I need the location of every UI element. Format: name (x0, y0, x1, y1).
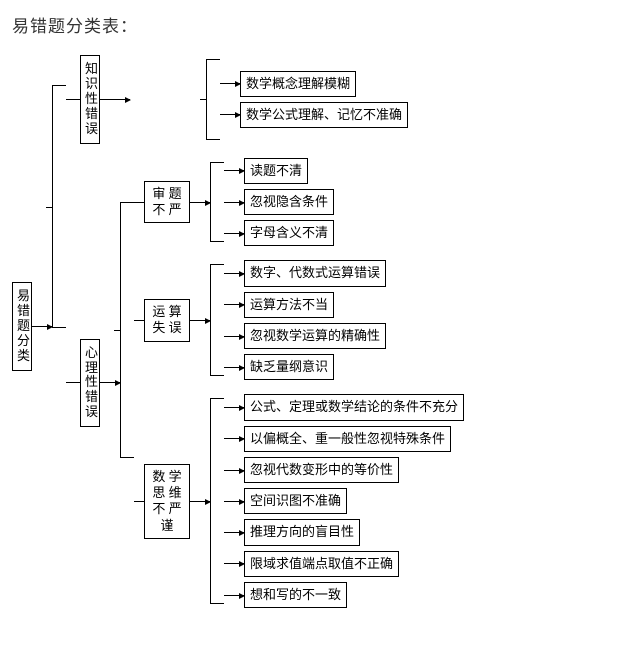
node-b2: 运 算失 误 (144, 299, 190, 342)
tree-diagram: 易错题分类 知识性错误 XXXX 数学概念理解模糊 数学公式理解、记忆不准确 心… (12, 45, 628, 608)
connector (224, 336, 244, 337)
node-b3: 数 学思 维不 严谨 (144, 464, 190, 539)
leaf: 数学公式理解、记忆不准确 (240, 102, 408, 128)
group-knowledge: 知识性错误 XXXX 数学概念理解模糊 数学公式理解、记忆不准确 (66, 55, 464, 144)
leaf: 字母含义不清 (244, 220, 334, 246)
leaf: 数学概念理解模糊 (240, 71, 356, 97)
connector (224, 407, 244, 408)
leaf: 限域求值端点取值不正确 (244, 551, 399, 577)
connector (224, 563, 244, 564)
brace-b3 (210, 398, 224, 604)
brace-b2 (210, 264, 224, 376)
leaf: 以偏概全、重一般性忽视特殊条件 (244, 426, 451, 452)
connector (224, 470, 244, 471)
connector (220, 83, 240, 84)
connector (224, 367, 244, 368)
brace-b1 (210, 162, 224, 243)
leaf: 运算方法不当 (244, 292, 334, 318)
connector (100, 99, 130, 100)
leaves-b3: 公式、定理或数学结论的条件不充分 以偏概全、重一般性忽视特殊条件 忽视代数变形中… (224, 394, 464, 608)
group-b3: 数 学思 维不 严谨 公式、定理或数学结论的条件不充分 以偏概全、重一般性忽视特… (134, 394, 464, 608)
connector (224, 202, 244, 203)
connector (66, 99, 80, 100)
connector (224, 438, 244, 439)
brace-b (120, 202, 134, 459)
leaf: 想和写的不一致 (244, 582, 347, 608)
leaves-a: 数学概念理解模糊 数学公式理解、记忆不准确 (220, 71, 408, 129)
leaf: 忽视数学运算的精确性 (244, 323, 386, 349)
leaf: 公式、定理或数学结论的条件不充分 (244, 394, 464, 420)
root-node: 易错题分类 (12, 282, 32, 371)
leaves-b1: 读题不清 忽视隐含条件 字母含义不清 (224, 158, 334, 247)
diagram-title: 易错题分类表： (12, 12, 628, 37)
connector (66, 382, 80, 383)
leaves-b2: 数字、代数式运算错误 运算方法不当 忽视数学运算的精确性 缺乏量纲意识 (224, 260, 386, 380)
leaf: 忽视代数变形中的等价性 (244, 457, 399, 483)
brace-root (52, 85, 66, 328)
group-b1: 审 题不 严 读题不清 忽视隐含条件 字母含义不清 (134, 158, 464, 247)
connector (100, 382, 120, 383)
connector (32, 326, 52, 327)
connector (134, 501, 144, 502)
leaf: 推理方向的盲目性 (244, 519, 360, 545)
node-b1: 审 题不 严 (144, 181, 190, 224)
connector (224, 170, 244, 171)
leaf: 数字、代数式运算错误 (244, 260, 386, 286)
connector (224, 273, 244, 274)
brace-a (206, 59, 220, 140)
node-psychology: 心理性错误 (80, 339, 100, 428)
connector (134, 320, 144, 321)
leaf: 读题不清 (244, 158, 308, 184)
connector (134, 202, 144, 203)
connector (224, 532, 244, 533)
group-b2: 运 算失 误 数字、代数式运算错误 运算方法不当 忽视数学运算的精确性 缺乏量纲… (134, 260, 464, 380)
connector (224, 233, 244, 234)
leaf: 空间识图不准确 (244, 488, 347, 514)
connector (224, 595, 244, 596)
connector (220, 114, 240, 115)
leaf: 忽视隐含条件 (244, 189, 334, 215)
node-knowledge: 知识性错误 (80, 55, 100, 144)
connector (224, 501, 244, 502)
connector (224, 304, 244, 305)
leaf: 缺乏量纲意识 (244, 354, 334, 380)
group-psychology: 心理性错误 审 题不 严 读题不清 忽视隐含条件 字母含义不清 (66, 158, 464, 609)
